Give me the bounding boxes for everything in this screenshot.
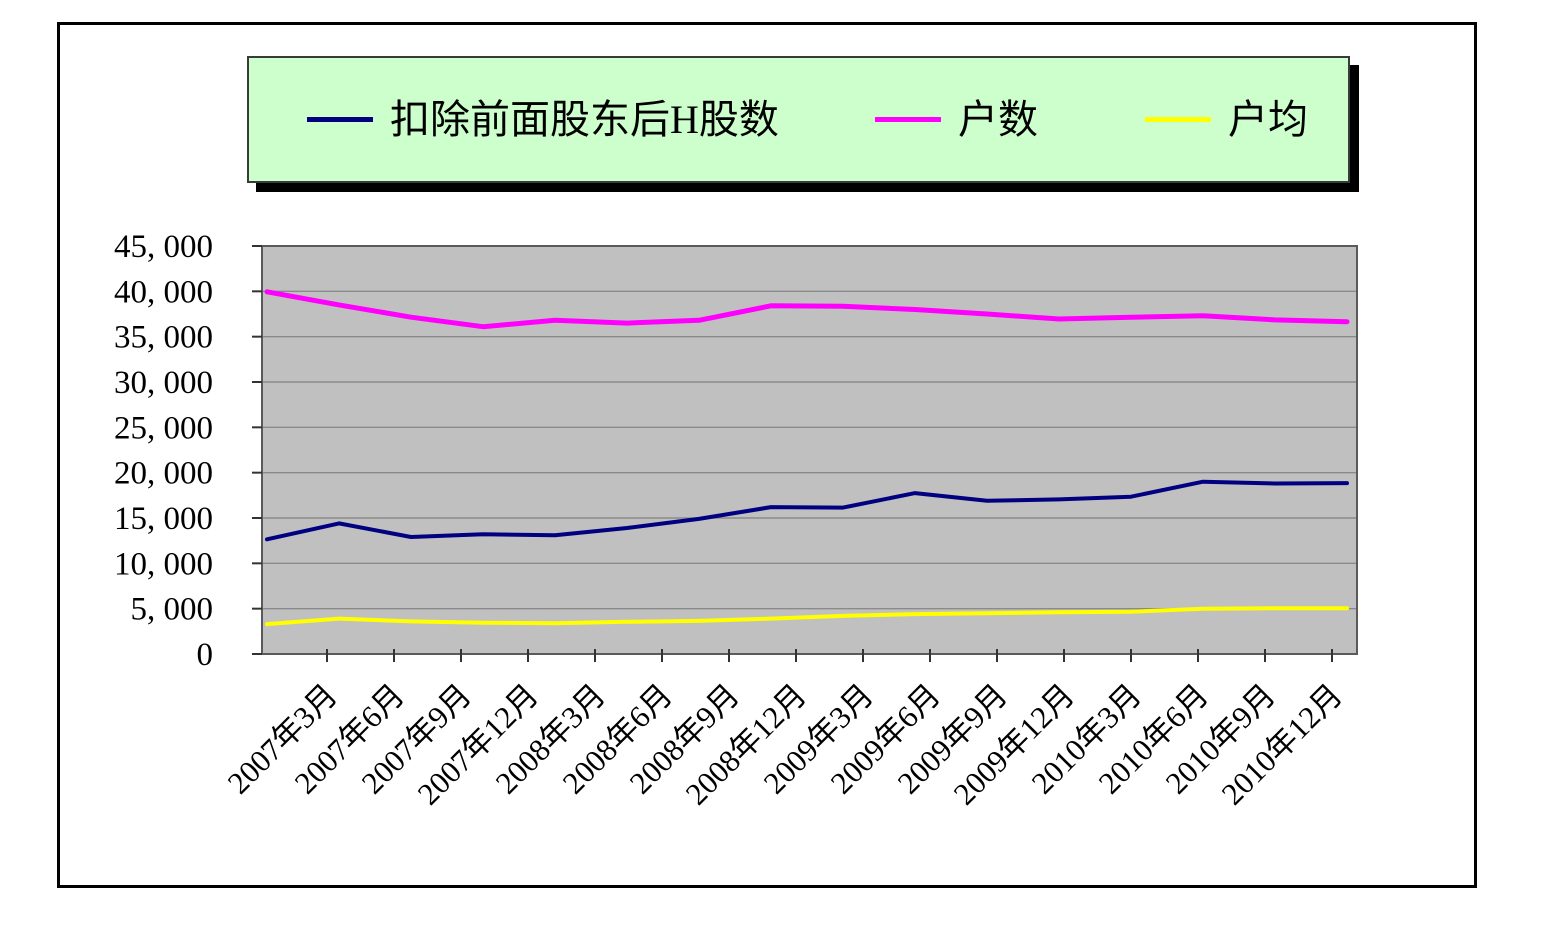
- line-swatch-yellow: [1145, 117, 1211, 122]
- line-swatch-navy: [307, 117, 373, 122]
- y-tick-label: 20, 000: [114, 456, 213, 492]
- y-tick-label: 10, 000: [114, 546, 213, 582]
- y-tick-label: 5, 000: [131, 592, 214, 628]
- legend-item: 扣除前面股东后H股数: [307, 58, 779, 181]
- y-tick-label: 40, 000: [114, 274, 213, 310]
- y-tick-label: 45, 000: [114, 229, 213, 265]
- plot-border: [261, 245, 1358, 655]
- series-line-households: [264, 289, 1350, 330]
- series-line-per-household: [265, 606, 1349, 627]
- y-tick-label: 25, 000: [114, 410, 213, 446]
- y-tick-label: 35, 000: [114, 320, 213, 356]
- legend-label: 扣除前面股东后H股数: [390, 96, 779, 142]
- legend-item: 户数: [875, 58, 1038, 181]
- legend-item: 户均: [1145, 58, 1308, 181]
- y-tick-label: 0: [197, 637, 214, 673]
- y-tick-label: 15, 000: [114, 501, 213, 537]
- series-line-h-shares: [265, 479, 1349, 542]
- chart-legend: 扣除前面股东后H股数 户数 户均: [247, 56, 1350, 183]
- legend-label: 户均: [1228, 96, 1308, 142]
- y-tick-label: 30, 000: [114, 365, 213, 401]
- legend-label: 户数: [958, 96, 1038, 142]
- line-swatch-magenta: [875, 117, 941, 122]
